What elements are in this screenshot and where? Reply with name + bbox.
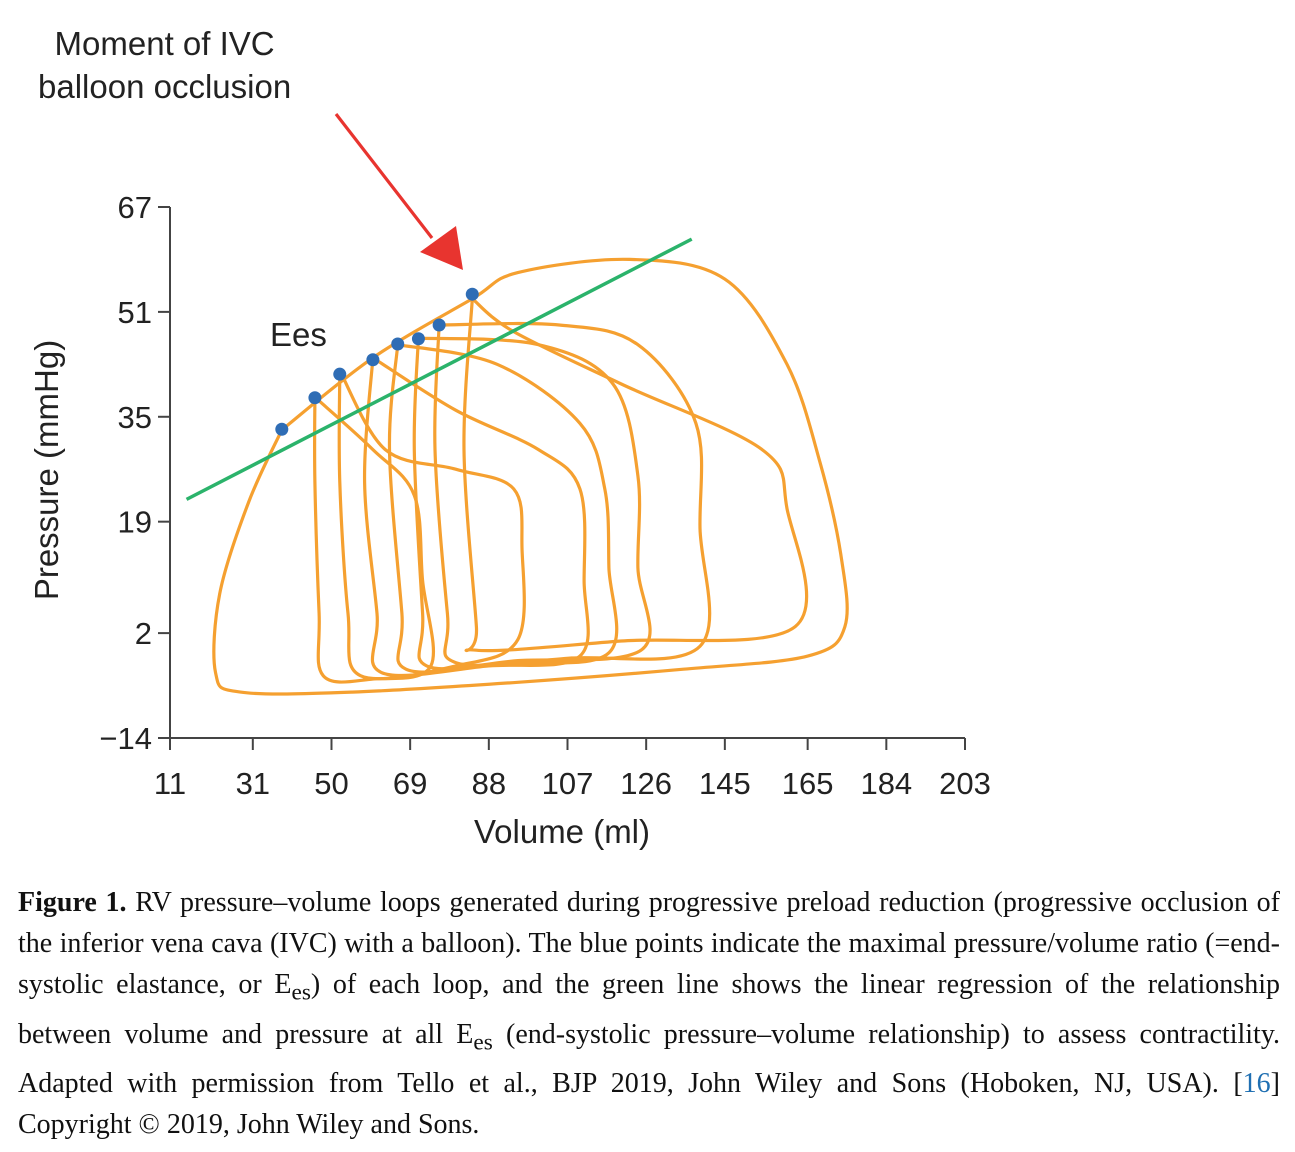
x-tick-label: 69 <box>393 766 427 801</box>
x-tick-label: 11 <box>154 766 186 801</box>
annotation-line-2: balloon occlusion <box>38 68 292 105</box>
caption-sub-2: es <box>473 1029 493 1056</box>
pv-loop-1 <box>212 257 849 696</box>
y-tick-label: 51 <box>118 295 152 330</box>
y-axis-label: Pressure (mmHg) <box>28 340 65 600</box>
caption-sub-1: es <box>291 979 311 1006</box>
pv-loop-3 <box>433 321 712 668</box>
x-tick-label: 165 <box>782 766 834 801</box>
arrow-head <box>420 226 463 270</box>
ees-point <box>465 287 479 301</box>
caption-text-2: ) of each loop, and the green line shows… <box>18 969 1280 1050</box>
pv-loops <box>212 257 849 696</box>
ees-point <box>411 332 425 346</box>
caption-text-3: (end-systolic pressure–volume relationsh… <box>18 1018 1281 1100</box>
x-tick-label: 31 <box>236 766 270 801</box>
pv-loop-2 <box>462 297 809 653</box>
figure-caption: Figure 1. RV pressure–volume loops gener… <box>18 882 1280 1145</box>
x-tick-label: 184 <box>860 766 912 801</box>
pv-loop-6 <box>362 356 590 678</box>
ees-points <box>275 287 479 436</box>
pv-loop-8 <box>312 395 436 684</box>
ees-line-label: Ees <box>270 316 327 353</box>
x-tick-label: 88 <box>472 766 506 801</box>
pv-loop-5 <box>387 343 619 674</box>
caption-label: Figure 1. <box>18 887 127 918</box>
occlusion-annotation: Moment of IVC balloon occlusion <box>38 22 291 108</box>
y-tick-label: −14 <box>99 721 152 756</box>
ees-point <box>308 391 322 405</box>
ees-point <box>275 422 289 436</box>
x-tick-label: 50 <box>314 766 348 801</box>
x-axis-label: Volume (ml) <box>474 813 650 850</box>
arrow-shaft <box>334 113 434 239</box>
ees-point <box>366 353 380 367</box>
ees-point <box>432 318 446 332</box>
x-tick-label: 145 <box>699 766 751 801</box>
y-tick-label: 35 <box>118 400 152 435</box>
y-tick-label: 19 <box>118 505 152 540</box>
caption-text-4: ] Copyright © 2019, John Wiley and Sons. <box>18 1068 1280 1141</box>
y-tick-label: 2 <box>135 616 152 651</box>
pv-loop-7 <box>337 369 526 681</box>
x-tick-label: 107 <box>542 766 594 801</box>
espvr-regression <box>185 237 693 501</box>
annotation-line-1: Moment of IVC <box>54 25 275 62</box>
y-tick-label: 67 <box>118 190 152 225</box>
ees-point <box>391 337 405 351</box>
occlusion-arrow <box>334 113 463 270</box>
pv-loop-4 <box>412 336 652 671</box>
caption-text-1: RV pressure–volume loops generated durin… <box>18 887 1280 1000</box>
x-tick-label: 126 <box>620 766 672 801</box>
x-tick-label: 203 <box>939 766 991 801</box>
ees-point <box>333 367 347 381</box>
espvr-line <box>185 237 693 501</box>
caption-reference-link[interactable]: 16 <box>1242 1068 1271 1100</box>
